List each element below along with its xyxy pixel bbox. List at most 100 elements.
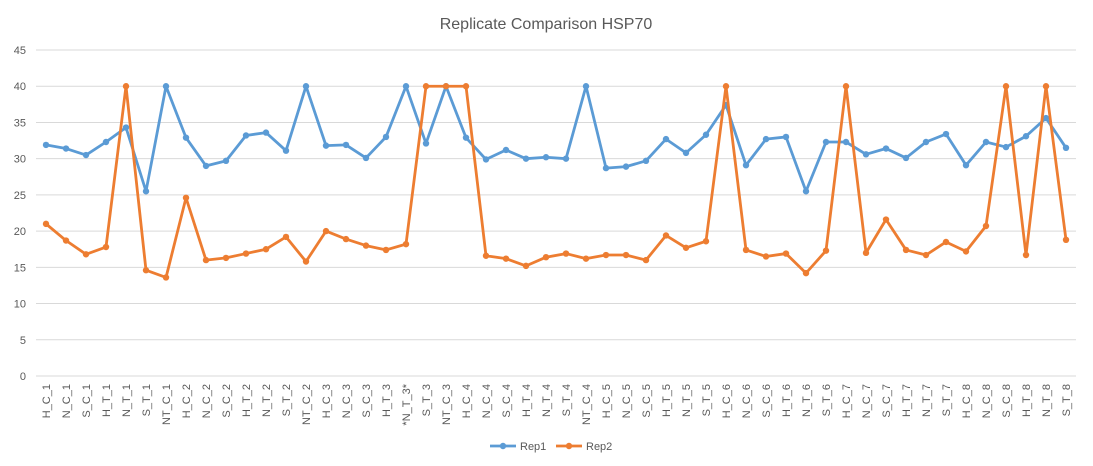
- x-tick-label: N_C_7: [861, 384, 873, 418]
- x-tick-label: S_T_7: [941, 384, 953, 416]
- data-point: [702, 238, 710, 245]
- data-point: [402, 83, 410, 90]
- x-tick-label: H_C_5: [601, 384, 613, 418]
- x-tick-label: N_C_3: [341, 384, 353, 418]
- data-point: [282, 233, 290, 241]
- data-point: [42, 220, 50, 228]
- data-point: [322, 227, 330, 235]
- data-point: [1042, 83, 1050, 90]
- x-tick-label: H_C_4: [461, 384, 473, 418]
- data-point: [82, 151, 90, 159]
- x-tick-label: H_C_6: [721, 384, 733, 418]
- x-tick-label: N_T_2: [261, 384, 273, 417]
- data-point: [262, 246, 270, 253]
- x-tick-label: S_T_8: [1061, 384, 1073, 416]
- x-tick-label: H_T_7: [901, 384, 913, 417]
- data-point: [222, 157, 230, 165]
- x-tick-label: S_C_6: [761, 384, 773, 418]
- data-point: [222, 254, 230, 262]
- data-point: [1002, 83, 1010, 90]
- y-tick-label: 40: [14, 81, 26, 93]
- x-tick-label: H_C_1: [41, 384, 53, 418]
- y-tick-label: 0: [20, 371, 26, 383]
- data-point: [462, 83, 470, 90]
- y-tick-label: 25: [14, 190, 26, 202]
- x-tick-label: S_T_3: [421, 384, 433, 416]
- data-point: [862, 249, 870, 257]
- data-point: [842, 138, 850, 146]
- data-point: [622, 251, 630, 259]
- data-point: [362, 154, 370, 162]
- legend-label: Rep2: [586, 441, 612, 453]
- x-tick-label: N_C_1: [61, 384, 73, 418]
- data-point: [642, 157, 650, 165]
- data-point: [642, 256, 650, 264]
- x-tick-label: S_T_4: [561, 384, 573, 416]
- x-tick-label: N_T_5: [681, 384, 693, 417]
- x-tick-label: H_C_2: [181, 384, 193, 418]
- x-tick-label: N_C_4: [481, 384, 493, 418]
- x-tick-label: *N_T_3*: [401, 383, 413, 425]
- data-point: [242, 132, 250, 139]
- data-point: [282, 147, 290, 154]
- data-point: [522, 262, 530, 270]
- x-tick-label: H_C_8: [961, 384, 973, 418]
- data-point: [962, 161, 970, 169]
- series-rep2: [42, 83, 1070, 281]
- x-tick-label: S_C_1: [81, 384, 93, 418]
- data-point: [662, 135, 670, 143]
- data-point: [482, 156, 490, 163]
- data-point: [702, 131, 710, 138]
- x-tick-label: S_T_1: [141, 384, 153, 416]
- x-tick-label: H_T_8: [1021, 384, 1033, 417]
- y-tick-label: 20: [14, 226, 26, 238]
- legend-marker: [499, 442, 507, 450]
- data-point: [62, 145, 70, 152]
- data-point: [422, 83, 430, 90]
- x-tick-label: S_T_2: [281, 384, 293, 416]
- data-point: [82, 251, 90, 258]
- x-tick-label: S_T_6: [821, 384, 833, 416]
- data-point: [402, 240, 410, 248]
- x-axis-ticks: H_C_1 N_C_1 S_C_1 H_T_1 N_T_1 S_T_1 NT_C_1 H_C_…: [41, 383, 1073, 425]
- data-point: [982, 222, 990, 230]
- data-point: [982, 138, 990, 146]
- x-tick-label: H_C_7: [841, 384, 853, 418]
- x-tick-label: NT_C_3: [441, 384, 453, 425]
- x-tick-label: N_C_6: [741, 384, 753, 418]
- x-tick-label: N_T_8: [1041, 384, 1053, 417]
- data-point: [502, 146, 510, 154]
- data-point: [102, 243, 110, 251]
- data-point: [102, 138, 110, 146]
- data-point: [162, 274, 170, 281]
- data-point: [822, 247, 830, 254]
- x-tick-label: S_C_2: [221, 384, 233, 418]
- data-point: [382, 133, 390, 141]
- data-point: [682, 149, 690, 157]
- x-tick-label: N_C_2: [201, 384, 213, 418]
- data-point: [442, 83, 450, 90]
- x-tick-label: H_T_4: [521, 384, 533, 417]
- y-tick-label: 5: [20, 335, 26, 347]
- data-point: [902, 154, 910, 162]
- y-tick-label: 45: [14, 45, 26, 57]
- data-point: [522, 155, 530, 162]
- data-point: [502, 255, 510, 262]
- series-line-rep2: [44, 84, 1068, 279]
- data-point: [562, 155, 570, 162]
- x-tick-label: H_T_6: [781, 384, 793, 417]
- data-point: [862, 151, 870, 158]
- y-tick-label: 15: [14, 262, 26, 274]
- data-point: [782, 133, 790, 141]
- data-point: [1062, 144, 1070, 151]
- data-point: [242, 250, 250, 257]
- data-point: [542, 253, 550, 261]
- gridlines: [36, 49, 1076, 377]
- data-point: [582, 255, 590, 262]
- data-point: [922, 138, 930, 146]
- data-point: [362, 242, 370, 249]
- data-point: [62, 237, 70, 244]
- data-point: [482, 252, 490, 259]
- x-tick-label: N_T_4: [541, 384, 553, 417]
- data-point: [822, 138, 830, 146]
